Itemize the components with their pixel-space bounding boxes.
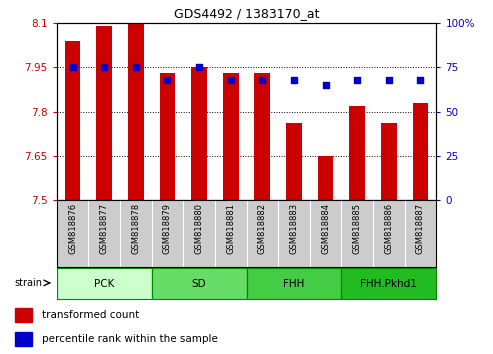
Text: PCK: PCK bbox=[94, 279, 114, 289]
Text: FHH: FHH bbox=[283, 279, 305, 289]
Bar bbox=[381, 123, 397, 200]
Point bbox=[195, 64, 203, 70]
Bar bbox=[341, 268, 436, 299]
Text: strain: strain bbox=[14, 278, 42, 288]
Bar bbox=[191, 67, 207, 200]
Text: percentile rank within the sample: percentile rank within the sample bbox=[42, 333, 218, 344]
Bar bbox=[15, 308, 32, 322]
Bar bbox=[128, 23, 143, 200]
Point bbox=[69, 64, 76, 70]
Text: GSM818887: GSM818887 bbox=[416, 203, 425, 254]
Point bbox=[353, 77, 361, 82]
Text: GSM818882: GSM818882 bbox=[258, 203, 267, 254]
Bar bbox=[286, 123, 302, 200]
Text: transformed count: transformed count bbox=[42, 310, 139, 320]
Title: GDS4492 / 1383170_at: GDS4492 / 1383170_at bbox=[174, 7, 319, 21]
Point bbox=[100, 64, 108, 70]
Text: GSM818881: GSM818881 bbox=[226, 203, 235, 254]
Bar bbox=[96, 26, 112, 200]
Text: GSM818878: GSM818878 bbox=[131, 203, 141, 254]
Point bbox=[290, 77, 298, 82]
Point bbox=[321, 82, 329, 88]
Point bbox=[132, 64, 140, 70]
Point bbox=[258, 77, 266, 82]
Bar bbox=[152, 268, 246, 299]
Bar bbox=[350, 105, 365, 200]
Point bbox=[227, 77, 235, 82]
Bar bbox=[317, 156, 333, 200]
Point bbox=[417, 77, 424, 82]
Point bbox=[164, 77, 172, 82]
Text: SD: SD bbox=[192, 279, 207, 289]
Bar bbox=[65, 41, 80, 200]
Bar bbox=[160, 73, 176, 200]
Bar bbox=[15, 332, 32, 346]
Text: GSM818885: GSM818885 bbox=[352, 203, 362, 254]
Text: FHH.Pkhd1: FHH.Pkhd1 bbox=[360, 279, 417, 289]
Bar bbox=[223, 73, 239, 200]
Text: GSM818876: GSM818876 bbox=[68, 203, 77, 254]
Bar bbox=[246, 268, 341, 299]
Bar bbox=[254, 73, 270, 200]
Text: GSM818886: GSM818886 bbox=[385, 203, 393, 254]
Bar bbox=[413, 103, 428, 200]
Bar bbox=[57, 268, 152, 299]
Text: GSM818879: GSM818879 bbox=[163, 203, 172, 254]
Text: GSM818880: GSM818880 bbox=[195, 203, 204, 254]
Text: GSM818877: GSM818877 bbox=[100, 203, 108, 254]
Text: GSM818883: GSM818883 bbox=[289, 203, 298, 254]
Point bbox=[385, 77, 393, 82]
Text: GSM818884: GSM818884 bbox=[321, 203, 330, 254]
